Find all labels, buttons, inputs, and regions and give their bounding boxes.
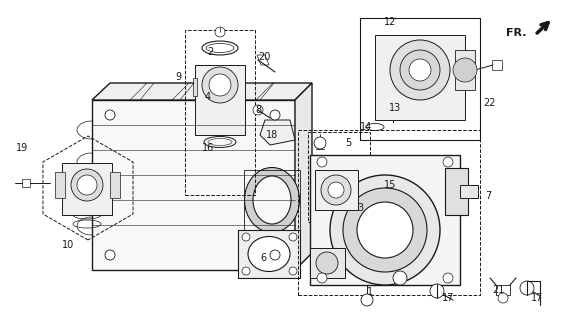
Text: FR.: FR. — [506, 28, 527, 38]
Text: 21: 21 — [492, 285, 504, 295]
Circle shape — [77, 175, 97, 195]
Text: 12: 12 — [384, 17, 396, 27]
Polygon shape — [195, 65, 245, 135]
Circle shape — [314, 137, 326, 149]
Circle shape — [453, 58, 477, 82]
Polygon shape — [92, 83, 312, 100]
Circle shape — [390, 40, 450, 100]
Polygon shape — [92, 100, 295, 270]
Text: 18: 18 — [266, 130, 278, 140]
Text: 2: 2 — [207, 47, 213, 57]
Text: 19: 19 — [16, 143, 28, 153]
Polygon shape — [22, 179, 30, 187]
Circle shape — [328, 182, 344, 198]
Circle shape — [393, 271, 407, 285]
Text: 7: 7 — [485, 191, 491, 201]
Circle shape — [71, 169, 103, 201]
Text: 15: 15 — [384, 180, 396, 190]
Circle shape — [242, 267, 250, 275]
Polygon shape — [257, 55, 269, 65]
Circle shape — [105, 250, 115, 260]
Bar — [308, 132, 370, 222]
Text: 11: 11 — [99, 163, 111, 173]
Bar — [298, 130, 480, 295]
Polygon shape — [260, 120, 295, 145]
Bar — [360, 18, 480, 140]
Circle shape — [430, 284, 444, 298]
Ellipse shape — [253, 176, 291, 224]
Polygon shape — [110, 172, 120, 198]
Circle shape — [330, 175, 440, 285]
Circle shape — [443, 157, 453, 167]
Polygon shape — [310, 155, 460, 285]
Polygon shape — [375, 35, 465, 120]
Text: 10: 10 — [62, 240, 74, 250]
Circle shape — [253, 105, 263, 115]
Text: 20: 20 — [258, 52, 270, 62]
Circle shape — [343, 188, 427, 272]
Polygon shape — [62, 163, 112, 215]
Circle shape — [317, 157, 327, 167]
Polygon shape — [315, 170, 358, 210]
Text: 17: 17 — [442, 293, 454, 303]
Circle shape — [209, 74, 231, 96]
Polygon shape — [492, 60, 502, 70]
Text: 13: 13 — [389, 103, 401, 113]
Polygon shape — [193, 78, 197, 96]
Polygon shape — [496, 285, 510, 295]
Text: 14: 14 — [360, 122, 372, 132]
Circle shape — [400, 50, 440, 90]
Bar — [185, 30, 255, 195]
Circle shape — [316, 252, 338, 274]
Text: 16: 16 — [202, 143, 214, 153]
Text: 22: 22 — [484, 98, 496, 108]
Polygon shape — [295, 83, 312, 270]
Circle shape — [270, 250, 280, 260]
Circle shape — [357, 202, 413, 258]
Circle shape — [386, 103, 400, 117]
Text: 1: 1 — [367, 287, 373, 297]
Text: 9: 9 — [175, 72, 181, 82]
Ellipse shape — [248, 236, 290, 271]
Circle shape — [215, 27, 225, 37]
Circle shape — [289, 233, 297, 241]
Circle shape — [443, 273, 453, 283]
Text: 5: 5 — [345, 138, 351, 148]
Polygon shape — [460, 185, 478, 198]
Circle shape — [317, 273, 327, 283]
Polygon shape — [310, 248, 345, 278]
Circle shape — [520, 281, 534, 295]
Polygon shape — [455, 50, 475, 90]
Polygon shape — [238, 230, 300, 278]
Circle shape — [361, 294, 373, 306]
Text: 8: 8 — [255, 105, 261, 115]
Circle shape — [409, 59, 431, 81]
Circle shape — [270, 110, 280, 120]
Ellipse shape — [244, 167, 299, 233]
Circle shape — [289, 267, 297, 275]
Text: 6: 6 — [260, 253, 266, 263]
Circle shape — [321, 175, 351, 205]
Circle shape — [202, 67, 238, 103]
Circle shape — [242, 233, 250, 241]
Circle shape — [498, 293, 508, 303]
Polygon shape — [445, 168, 468, 215]
Text: 4: 4 — [205, 92, 211, 102]
Polygon shape — [55, 172, 65, 198]
Text: 17: 17 — [531, 293, 543, 303]
Bar — [360, 18, 480, 140]
Circle shape — [105, 110, 115, 120]
Text: 3: 3 — [357, 203, 363, 213]
